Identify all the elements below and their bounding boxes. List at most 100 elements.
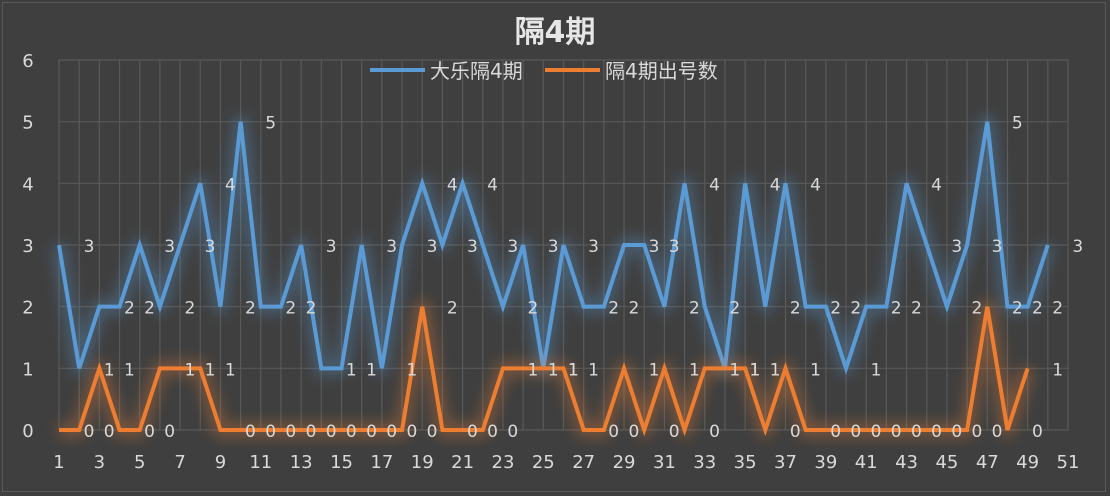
data-label: 1 — [729, 360, 740, 380]
data-label: 0 — [931, 422, 942, 442]
svg-text:3: 3 — [22, 236, 33, 257]
svg-text:39: 39 — [814, 452, 837, 473]
svg-text:5: 5 — [22, 113, 33, 134]
data-label: 1 — [346, 360, 357, 380]
chart-title: 隔4期 — [515, 15, 596, 50]
data-label: 3 — [205, 237, 216, 257]
data-label: 0 — [265, 422, 276, 442]
svg-text:43: 43 — [895, 452, 918, 473]
data-label: 3 — [427, 237, 438, 257]
data-label: 1 — [1052, 360, 1063, 380]
data-label: 5 — [265, 114, 276, 134]
svg-text:0: 0 — [22, 421, 33, 442]
data-label: 1 — [568, 360, 579, 380]
data-label: 1 — [750, 360, 761, 380]
data-label: 0 — [285, 422, 296, 442]
data-label: 0 — [467, 422, 478, 442]
data-label: 2 — [124, 299, 135, 319]
data-label: 1 — [548, 360, 559, 380]
data-label: 2 — [528, 299, 539, 319]
svg-text:27: 27 — [572, 452, 595, 473]
data-label: 0 — [245, 422, 256, 442]
data-label: 0 — [871, 422, 882, 442]
svg-text:49: 49 — [1016, 452, 1039, 473]
data-label: 1 — [689, 360, 700, 380]
data-label: 2 — [1052, 299, 1063, 319]
data-label: 4 — [487, 175, 498, 195]
data-label: 0 — [972, 422, 983, 442]
data-label: 0 — [366, 422, 377, 442]
data-label: 3 — [588, 237, 599, 257]
data-label: 2 — [306, 299, 317, 319]
data-label: 1 — [871, 360, 882, 380]
svg-text:4: 4 — [22, 174, 33, 195]
data-label: 0 — [830, 422, 841, 442]
data-label: 2 — [1032, 299, 1043, 319]
svg-text:2: 2 — [22, 298, 33, 319]
data-label: 0 — [669, 422, 680, 442]
data-label: 2 — [830, 299, 841, 319]
data-label: 1 — [184, 360, 195, 380]
svg-text:37: 37 — [774, 452, 797, 473]
data-label: 0 — [850, 422, 861, 442]
data-label: 3 — [164, 237, 175, 257]
data-label: 1 — [104, 360, 115, 380]
data-label: 2 — [689, 299, 700, 319]
data-label: 1 — [225, 360, 236, 380]
legend: 大乐隔4期 隔4期出号数 — [370, 59, 718, 83]
svg-text:45: 45 — [935, 452, 958, 473]
data-label: 2 — [285, 299, 296, 319]
data-label: 3 — [992, 237, 1003, 257]
svg-text:29: 29 — [613, 452, 636, 473]
svg-text:15: 15 — [330, 452, 353, 473]
svg-text:17: 17 — [370, 452, 393, 473]
data-label: 0 — [891, 422, 902, 442]
data-label: 0 — [104, 422, 115, 442]
data-label: 3 — [386, 237, 397, 257]
svg-text:51: 51 — [1057, 452, 1080, 473]
data-label: 3 — [326, 237, 337, 257]
data-label: 1 — [770, 360, 781, 380]
data-label: 2 — [245, 299, 256, 319]
svg-text:33: 33 — [693, 452, 716, 473]
data-label: 0 — [427, 422, 438, 442]
data-label: 1 — [366, 360, 377, 380]
data-label: 4 — [225, 175, 236, 195]
series-lines — [52, 114, 1055, 437]
svg-text:35: 35 — [734, 452, 757, 473]
legend-label-series-1: 大乐隔4期 — [430, 59, 523, 83]
data-label: 2 — [972, 299, 983, 319]
data-label: 0 — [487, 422, 498, 442]
data-label: 3 — [507, 237, 518, 257]
data-label: 0 — [306, 422, 317, 442]
data-label: 4 — [709, 175, 720, 195]
data-label: 0 — [951, 422, 962, 442]
data-label: 0 — [386, 422, 397, 442]
data-label: 0 — [406, 422, 417, 442]
series-line-1 — [57, 121, 1050, 375]
data-label: 0 — [608, 422, 619, 442]
svg-text:5: 5 — [134, 452, 145, 473]
data-label: 1 — [528, 360, 539, 380]
data-label: 0 — [507, 422, 518, 442]
data-label: 2 — [184, 299, 195, 319]
data-label: 0 — [84, 422, 95, 442]
svg-text:19: 19 — [411, 452, 434, 473]
data-label: 3 — [649, 237, 660, 257]
svg-text:31: 31 — [653, 452, 676, 473]
data-label: 3 — [467, 237, 478, 257]
svg-text:3: 3 — [94, 452, 105, 473]
data-label: 1 — [205, 360, 216, 380]
series-line-2 — [59, 306, 1030, 437]
data-label: 3 — [84, 237, 95, 257]
data-label: 0 — [326, 422, 337, 442]
data-label: 4 — [447, 175, 458, 195]
svg-text:6: 6 — [22, 51, 33, 72]
data-label: 2 — [608, 299, 619, 319]
data-label: 4 — [770, 175, 781, 195]
data-label: 5 — [1012, 114, 1023, 134]
svg-text:41: 41 — [855, 452, 878, 473]
